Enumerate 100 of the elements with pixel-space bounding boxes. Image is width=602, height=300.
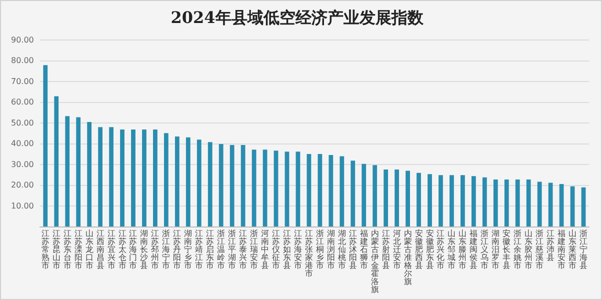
bar (306, 154, 312, 226)
y-tick-label: 20.00 (10, 180, 34, 190)
x-tick-label: 内蒙古伊金霍洛旗 (370, 229, 379, 294)
x-tick-label: 江苏邳州市 (151, 229, 160, 270)
x-tick-label: 浙江平湖市 (228, 229, 236, 270)
bar (471, 176, 476, 226)
x-tick-label: 湖南浏阳市 (326, 229, 335, 270)
bar (142, 129, 146, 226)
bar (98, 127, 102, 226)
bar (54, 96, 59, 226)
bar (252, 150, 256, 226)
bar (581, 187, 586, 226)
bar (109, 127, 114, 226)
x-tick-label: 江苏昆山市 (52, 229, 60, 270)
y-tick-label: 90.00 (10, 35, 34, 44)
bar (230, 145, 234, 226)
bar (350, 160, 356, 226)
bar (515, 179, 520, 226)
x-tick-label: 浙江义乌市 (480, 229, 489, 270)
bar (131, 129, 136, 226)
bar (153, 129, 158, 226)
bar (284, 152, 290, 226)
y-tick-label: 70.00 (10, 76, 34, 86)
x-tick-label: 山东邹城市 (446, 229, 456, 270)
bar (537, 182, 542, 226)
x-tick-label: 江苏宜兴市 (107, 229, 116, 270)
bar (548, 182, 553, 226)
bar (406, 170, 410, 226)
bar (174, 136, 180, 226)
bar (482, 177, 487, 226)
bar (208, 142, 212, 226)
y-tick-label: 10.00 (10, 201, 34, 210)
bar (362, 164, 366, 226)
x-tick-label: 江苏东台市 (63, 229, 72, 270)
x-tick-label: 江苏溧阳市 (74, 229, 82, 270)
bar (164, 133, 168, 226)
x-tick-label: 安徽长丰县 (502, 229, 511, 270)
bar (240, 145, 246, 226)
x-tick-label: 内蒙古准格尔旗 (402, 229, 412, 286)
x-tick-label: 江苏靖江市 (195, 229, 204, 270)
x-tick-label: 江苏沛县 (546, 229, 555, 262)
bar (384, 170, 388, 226)
x-tick-label: 浙江海宁市 (162, 229, 170, 270)
bar (416, 172, 421, 226)
x-tick-label: 湖南汨罗市 (492, 229, 500, 270)
bar (262, 150, 268, 226)
bar (570, 186, 575, 226)
bar (87, 122, 92, 226)
x-tick-label: 浙江桐乡市 (314, 229, 324, 270)
x-tick-label: 浙江温岭市 (217, 229, 226, 270)
x-tick-label: 浙江宁海县 (580, 229, 588, 270)
x-tick-label: 江苏太仓市 (118, 229, 126, 270)
x-tick-label: 河南中牟县 (261, 229, 270, 270)
bar (218, 144, 224, 226)
x-tick-label: 江苏海安市 (294, 229, 302, 270)
y-tick-label: 30.00 (10, 160, 34, 169)
x-tick-label: 山东滕州市 (458, 229, 467, 270)
y-tick-label: 50.00 (10, 118, 34, 128)
bar (120, 129, 124, 226)
bar (559, 184, 564, 226)
x-tick-label: 江西南昌县 (96, 229, 104, 270)
x-tick-label: 江苏沭阳县 (348, 229, 357, 270)
bar (186, 137, 190, 226)
bar (526, 179, 531, 226)
bar (318, 154, 322, 226)
x-tick-label: 江苏泰兴市 (239, 229, 248, 270)
bar (65, 116, 70, 226)
x-tick-label: 浙江余姚市 (514, 229, 522, 270)
chart-title: 2024年县域低空经济产业发展指数 (170, 8, 424, 27)
bar (372, 165, 378, 226)
x-tick-label: 山东龙口市 (85, 229, 94, 270)
x-tick-label: 江苏启东市 (206, 229, 214, 270)
bar (274, 150, 278, 226)
bar (43, 65, 48, 226)
x-tick-label: 江苏射阳县 (382, 229, 390, 270)
bar (76, 117, 81, 226)
x-tick-label: 江苏常熟市 (41, 229, 50, 270)
x-tick-label: 浙江慈溪市 (534, 229, 544, 270)
bar (394, 170, 400, 226)
x-tick-label: 安徽肥东县 (426, 229, 434, 270)
x-tick-label: 河北迁安市 (392, 229, 401, 270)
bar (328, 154, 334, 226)
x-tick-label: 福建闽侯县 (468, 229, 478, 270)
bar (196, 140, 202, 226)
x-tick-label: 湖北仙桃市 (338, 229, 346, 270)
y-tick-label: 60.00 (10, 98, 34, 107)
x-tick-label: 江苏仪征市 (272, 229, 280, 270)
x-tick-label: 福建南安市 (556, 229, 566, 270)
x-tick-label: 山东莱西市 (568, 229, 577, 270)
bar (428, 174, 432, 226)
bar (438, 175, 443, 226)
bar (340, 156, 344, 226)
x-tick-label: 江苏丹阳市 (173, 229, 182, 270)
x-tick-label: 江苏张家港市 (304, 229, 313, 278)
x-tick-label: 安徽肥西县 (414, 229, 423, 270)
x-tick-label: 江苏兴化市 (436, 229, 445, 270)
bar (493, 179, 498, 226)
y-tick-label: 80.00 (10, 56, 34, 66)
x-tick-label: 山东胶州市 (524, 229, 533, 270)
y-tick-label: 40.00 (10, 139, 34, 148)
